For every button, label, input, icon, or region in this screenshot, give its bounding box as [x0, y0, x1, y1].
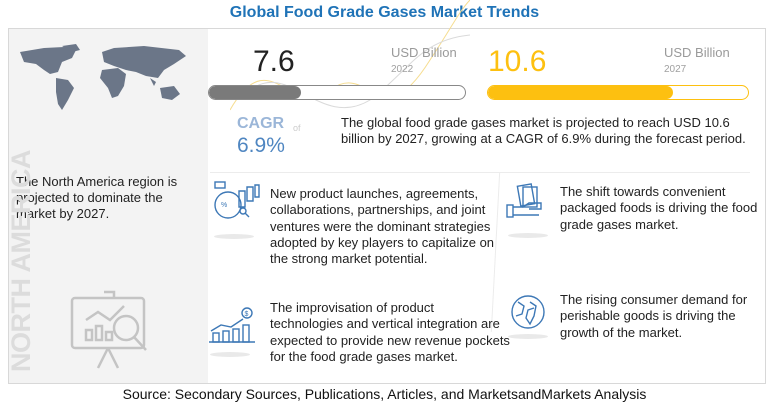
icon-shadow: [210, 352, 250, 357]
icon-shadow: [508, 233, 548, 238]
market-value-2022: 7.6: [253, 45, 295, 78]
unit-2022: USD Billion: [391, 45, 457, 60]
icon-shadow: [508, 334, 548, 339]
source-note: Source: Secondary Sources, Publications,…: [122, 386, 647, 402]
divider: [210, 172, 750, 173]
market-summary: The global food grade gases market is pr…: [341, 115, 746, 147]
strategy-chart-icon: %: [214, 181, 260, 219]
insight-technologies: The improvisation of product technologie…: [270, 300, 510, 364]
progress-fill-2022: [209, 86, 302, 99]
cagr-value: 6.9%: [237, 134, 285, 157]
insight-perishable-goods: The rising consumer demand for perishabl…: [560, 292, 748, 340]
cagr-of: of: [293, 123, 301, 133]
region-summary: The North America region is projected to…: [16, 174, 178, 221]
svg-text:$: $: [245, 311, 249, 318]
revenue-growth-icon: $: [209, 307, 255, 343]
region-label: NORTH AMERICA: [6, 150, 36, 372]
icon-shadow: [214, 234, 254, 239]
progress-bar-2027: [487, 85, 749, 100]
insight-strategies: New product launches, agreements, collab…: [270, 186, 495, 267]
money-hand-icon: [506, 183, 542, 218]
unit-2027: USD Billion: [664, 45, 730, 60]
svg-text:%: %: [221, 202, 227, 209]
progress-bar-2022: [208, 85, 466, 100]
market-value-2027: 10.6: [488, 45, 547, 78]
year-2022: 2022: [391, 64, 414, 75]
infographic-frame: [8, 28, 766, 384]
globe-icon: [511, 295, 545, 329]
year-2027: 2027: [664, 64, 687, 75]
presentation-analysis-icon: [70, 290, 147, 369]
page-title: Global Food Grade Gases Market Trends: [229, 4, 540, 21]
insight-packaged-foods: The shift towards convenient packaged fo…: [560, 184, 758, 232]
cagr-label: CAGR: [237, 115, 285, 132]
progress-fill-2027: [488, 86, 673, 99]
world-map-icon: [20, 44, 186, 110]
